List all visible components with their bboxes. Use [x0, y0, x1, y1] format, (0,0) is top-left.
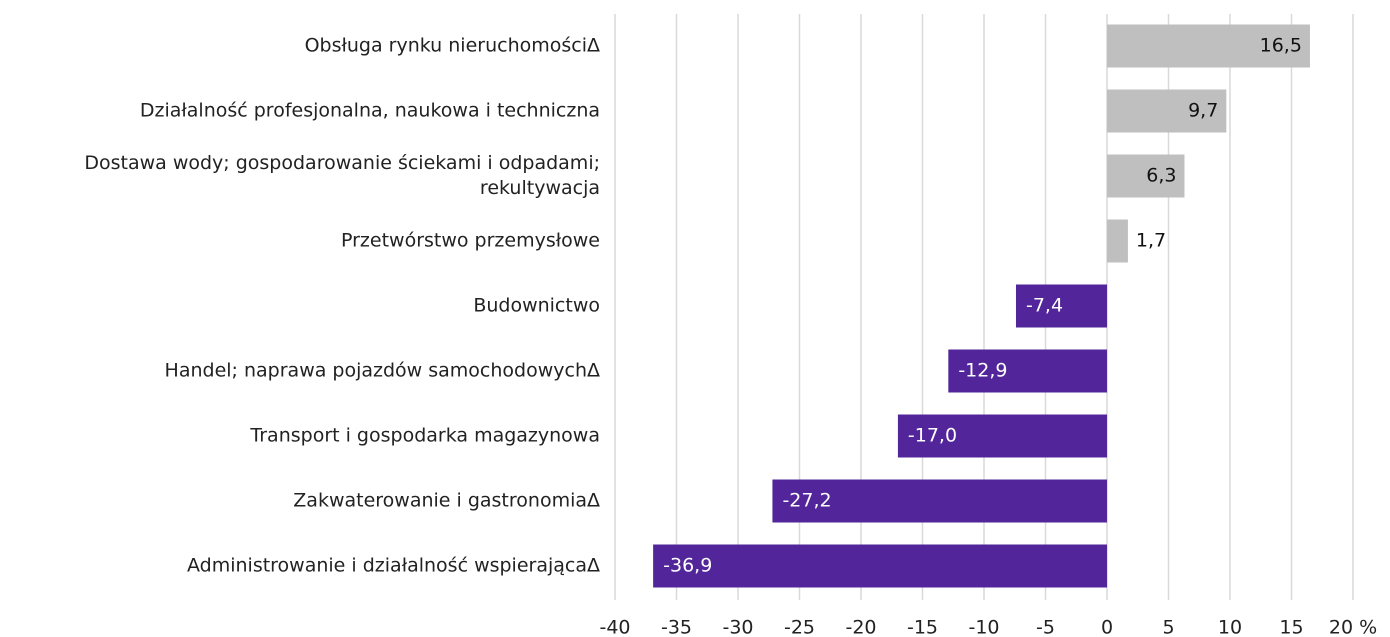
- data-label: -17,0: [908, 425, 957, 447]
- category-label: Handel; naprawa pojazdów samochodowychΔ: [164, 359, 600, 382]
- x-tick-label: -5: [1036, 617, 1055, 637]
- bar: [772, 479, 1107, 523]
- x-tick-label: -30: [722, 617, 753, 637]
- category-label: Działalność profesjonalna, naukowa i tec…: [139, 99, 600, 122]
- bar: [1107, 154, 1185, 198]
- x-tick-label: -20: [845, 617, 876, 637]
- category-label: Przetwórstwo przemysłowe: [340, 229, 600, 252]
- data-label: 6,3: [1146, 165, 1176, 187]
- data-label: -27,2: [782, 490, 831, 512]
- data-label: 9,7: [1188, 100, 1218, 122]
- category-label: Obsługa rynku nieruchomościΔ: [304, 34, 600, 57]
- data-label: -12,9: [958, 360, 1007, 382]
- x-tick-label: -40: [599, 617, 630, 637]
- category-label: Administrowanie i działalność wspierając…: [186, 554, 600, 577]
- category-label: Budownictwo: [473, 294, 600, 317]
- x-tick-label: 0: [1101, 617, 1113, 637]
- bar: [1107, 89, 1227, 133]
- x-tick-label: -10: [968, 617, 999, 637]
- data-label: 1,7: [1136, 230, 1166, 252]
- x-tick-label: 5: [1162, 617, 1174, 637]
- data-label: -7,4: [1026, 295, 1063, 317]
- bar: [948, 349, 1107, 393]
- bar: [1107, 219, 1128, 263]
- bar: [1107, 24, 1310, 68]
- category-label: Dostawa wody; gospodarowanie ściekami i …: [84, 152, 600, 199]
- x-tick-label: -35: [661, 617, 692, 637]
- x-tick-label: 15: [1279, 617, 1303, 637]
- x-tick-label: -25: [784, 617, 815, 637]
- category-label: Transport i gospodarka magazynowa: [250, 424, 600, 447]
- x-tick-label: 20 %: [1329, 617, 1377, 637]
- data-label: -36,9: [663, 555, 712, 577]
- x-tick-label: 10: [1218, 617, 1242, 637]
- bar: [1015, 284, 1107, 328]
- category-label: Zakwaterowanie i gastronomiaΔ: [293, 489, 600, 512]
- data-label: 16,5: [1260, 35, 1302, 57]
- x-tick-label: -15: [907, 617, 938, 637]
- bar: [653, 544, 1107, 588]
- bar: [897, 414, 1107, 458]
